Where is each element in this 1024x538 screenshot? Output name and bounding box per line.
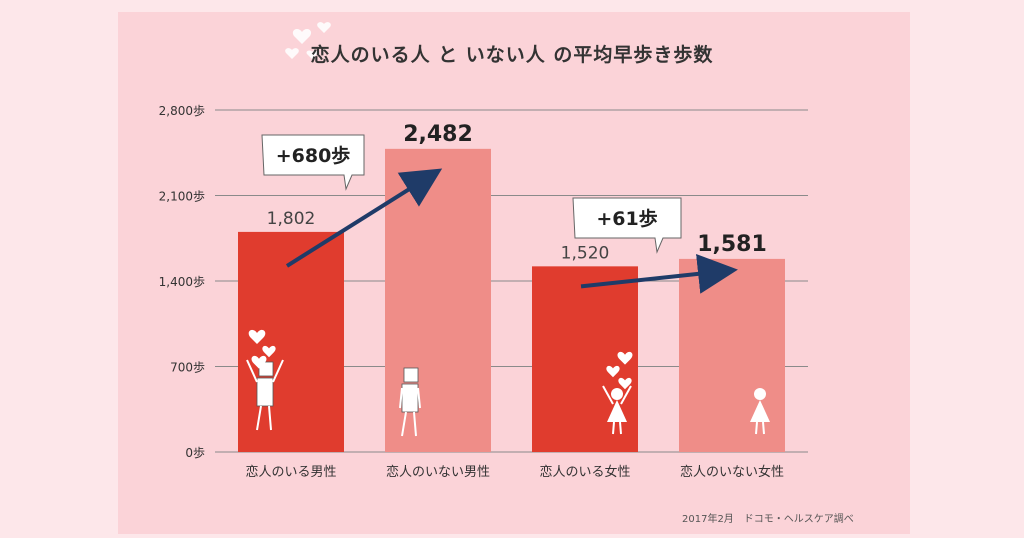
figure-arms-icon: [246, 359, 284, 383]
y-tick-label: 2,100歩: [159, 189, 205, 204]
decorative-hearts-icon: [285, 22, 331, 59]
heart-icon: [617, 351, 633, 365]
heart-icon: [248, 329, 266, 344]
heart-icon: [618, 377, 632, 390]
figure-head-icon: [611, 388, 623, 400]
y-tick-label: 700歩: [170, 360, 205, 375]
bar-value-label: 1,520: [561, 243, 610, 263]
figure-head-icon: [258, 361, 274, 377]
callout-label: +61歩: [596, 207, 657, 230]
y-tick-label: 1,400歩: [159, 274, 205, 289]
y-tick-label: 2,800歩: [159, 103, 205, 118]
figure-dress-icon: [607, 400, 627, 422]
increase-arrow: [580, 253, 738, 294]
figure-body-icon: [256, 377, 274, 407]
bar: [679, 258, 785, 452]
heart-icon: [262, 345, 276, 358]
source-note: 2017年2月 ドコモ・ヘルスケア調べ: [682, 514, 854, 525]
figure-body-icon: [401, 383, 419, 413]
heart-icon: [251, 355, 267, 369]
figure-legs-icon: [612, 421, 622, 435]
increase-arrow: [285, 168, 443, 268]
bar-value-label: 1,581: [697, 232, 767, 257]
figure-legs-icon: [401, 411, 417, 437]
chart-title: 恋人のいる人 と いない人 の平均早歩き歩数: [310, 44, 714, 66]
x-tick-label: 恋人のいる男性: [245, 464, 336, 480]
figure-legs-icon: [755, 421, 765, 435]
heart-icon: [606, 365, 620, 378]
figure-arms-icon: [602, 385, 632, 405]
bar-value-label: 1,802: [267, 209, 316, 229]
callout-box: [261, 134, 365, 191]
x-tick-label: 恋人のいない女性: [680, 464, 784, 480]
callout-box: [572, 197, 682, 254]
bar-value-label: 2,482: [403, 122, 473, 147]
figure-head-icon: [754, 388, 766, 400]
x-tick-label: 恋人のいない男性: [386, 464, 490, 480]
x-tick-label: 恋人のいる女性: [539, 464, 630, 480]
y-tick-label: 0歩: [185, 445, 205, 460]
callout-label: +680歩: [276, 144, 351, 167]
figure-arms-icon: [399, 387, 421, 409]
figure-dress-icon: [750, 400, 770, 422]
figure-head-icon: [403, 367, 419, 383]
figure-legs-icon: [256, 405, 272, 431]
